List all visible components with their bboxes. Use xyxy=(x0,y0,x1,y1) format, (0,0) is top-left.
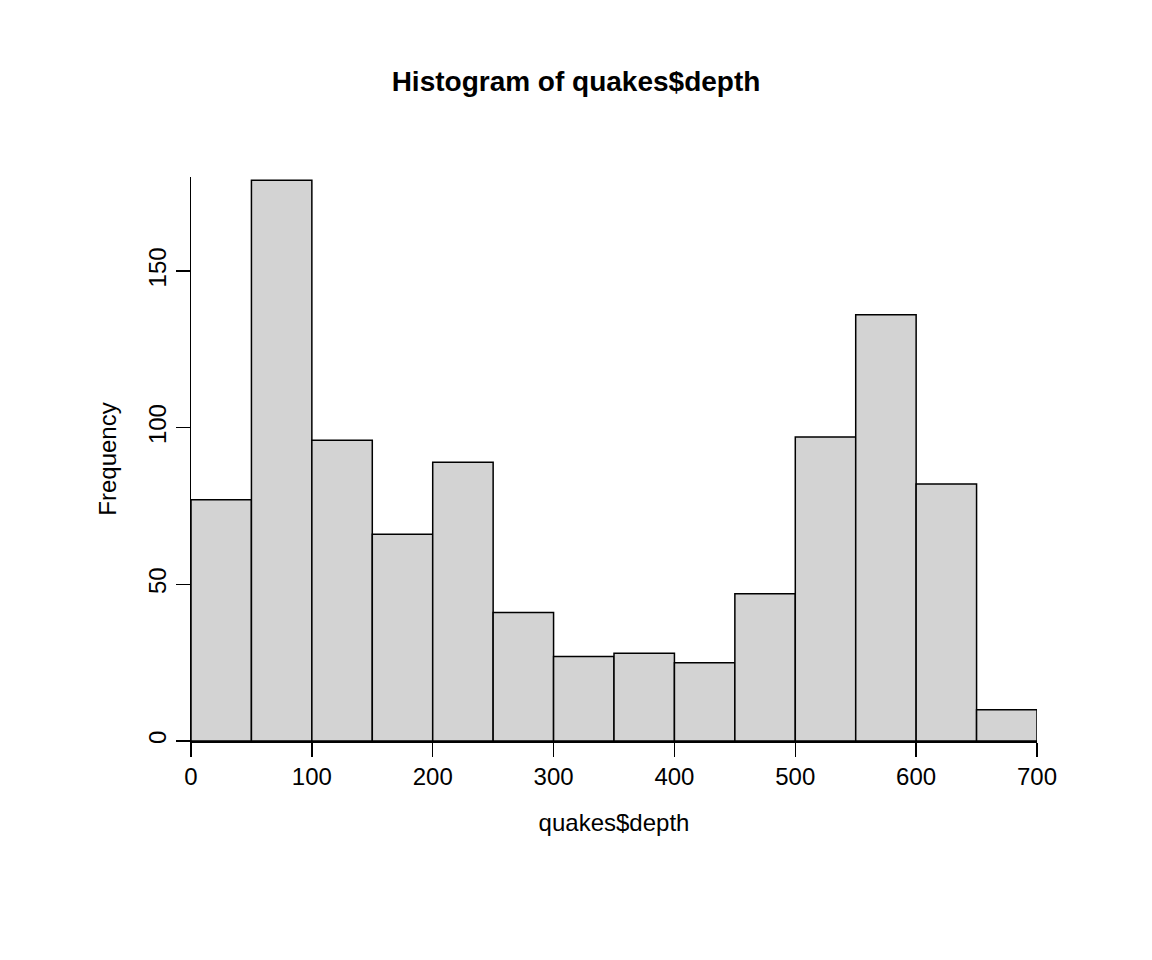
svg-text:0: 0 xyxy=(144,731,171,744)
svg-text:Frequency: Frequency xyxy=(94,402,121,515)
svg-text:400: 400 xyxy=(654,763,694,790)
svg-text:100: 100 xyxy=(292,763,332,790)
svg-text:100: 100 xyxy=(144,404,171,444)
svg-text:Histogram of quakes$depth: Histogram of quakes$depth xyxy=(392,66,761,97)
svg-text:600: 600 xyxy=(896,763,936,790)
svg-text:150: 150 xyxy=(144,247,171,287)
svg-text:500: 500 xyxy=(775,763,815,790)
svg-text:300: 300 xyxy=(534,763,574,790)
svg-text:0: 0 xyxy=(184,763,197,790)
svg-text:50: 50 xyxy=(144,567,171,594)
svg-text:200: 200 xyxy=(413,763,453,790)
svg-text:quakes$depth: quakes$depth xyxy=(539,809,690,836)
svg-text:700: 700 xyxy=(1017,763,1057,790)
